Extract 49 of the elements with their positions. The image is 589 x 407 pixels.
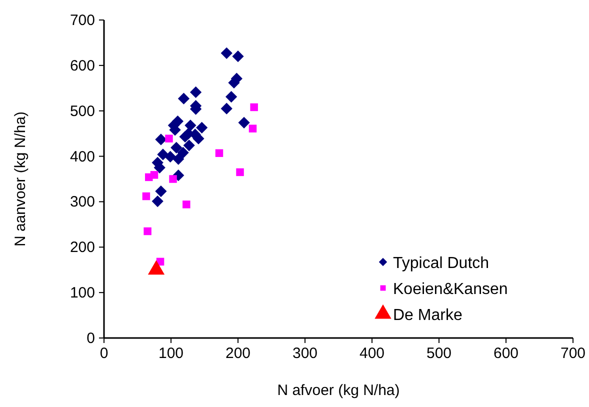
y-tick-label: 700 [70, 12, 95, 29]
point [248, 124, 257, 132]
point [232, 50, 244, 62]
point [152, 195, 164, 208]
y-tick-label: 300 [70, 194, 95, 211]
point [236, 168, 244, 176]
legend-label: De Marke [393, 307, 462, 324]
point [250, 103, 258, 112]
x-tick-label: 300 [292, 345, 318, 362]
point [150, 171, 158, 179]
point [165, 134, 173, 142]
x-tick-label: 700 [560, 345, 586, 362]
point [172, 153, 184, 165]
legend-label: Typical Dutch [393, 255, 490, 272]
point [155, 185, 167, 198]
point [144, 227, 152, 236]
point [177, 146, 189, 158]
point [225, 90, 238, 103]
point [170, 142, 182, 154]
point [169, 175, 177, 183]
point [182, 200, 190, 208]
y-tick-label: 600 [70, 57, 95, 74]
y-tick-label: 400 [70, 148, 95, 166]
x-tick-label: 100 [158, 345, 184, 362]
point [183, 140, 195, 152]
point [220, 102, 232, 114]
point [220, 47, 232, 59]
y-tick-label: 100 [70, 284, 95, 302]
point [196, 122, 208, 134]
point [178, 92, 190, 104]
point [238, 116, 250, 128]
y-tick-label: 200 [70, 239, 95, 256]
x-axis-title: N afvoer (kg N/ha) [277, 382, 400, 399]
x-tick-label: 600 [493, 345, 519, 362]
point [164, 150, 176, 163]
x-tick-label: 400 [359, 345, 385, 362]
point [155, 134, 167, 146]
legend-label: Koeien&Kansen [393, 281, 508, 298]
y-tick-label: 500 [70, 102, 95, 120]
point [184, 120, 196, 132]
point [179, 130, 191, 143]
point [142, 192, 150, 200]
y-axis-title: N aanvoer (kg N/ha) [12, 111, 29, 247]
x-tick-label: 200 [225, 345, 251, 362]
x-tick-label: 0 [100, 345, 108, 362]
x-tick-label: 500 [426, 345, 452, 362]
point [190, 86, 202, 98]
point [215, 149, 224, 157]
y-tick-label: 0 [86, 330, 95, 347]
